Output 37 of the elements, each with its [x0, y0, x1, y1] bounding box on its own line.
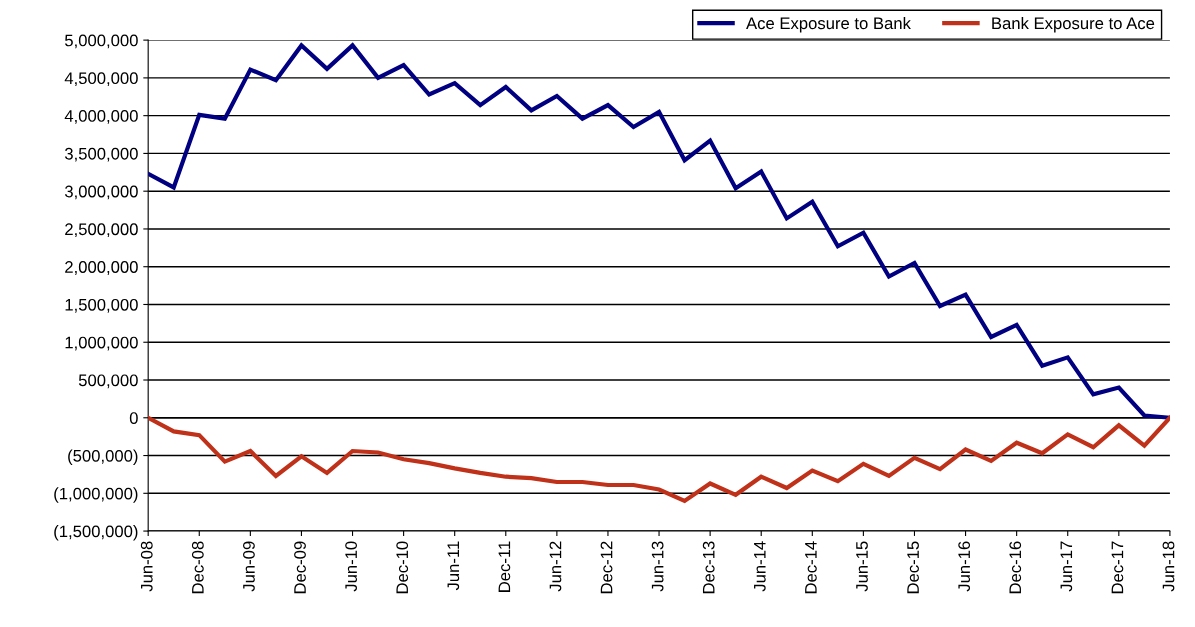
y-tick-label: (1,500,000) [54, 525, 138, 541]
y-tick-label: 4,500,000 [64, 72, 138, 87]
y-tick-label: 1,000,000 [65, 336, 138, 351]
x-tick-label: Jun-08 [140, 541, 153, 592]
y-tick-label: 1,500,000 [65, 298, 138, 313]
y-tick-label: 4,000,000 [64, 110, 138, 124]
x-tick-label: Jun-14 [754, 541, 766, 592]
x-tick-label: Jun-18 [1162, 541, 1175, 592]
x-tick-label: Dec-13 [702, 541, 715, 594]
y-tick-label: 3,000,000 [64, 185, 138, 200]
y-tick-label: (500,000) [68, 449, 138, 466]
x-tick-label: Dec-09 [294, 541, 306, 594]
legend-label: Ace Exposure to Bank [746, 16, 911, 33]
x-tick-label: Jun-11 [447, 541, 460, 591]
x-tick-label: Dec-10 [396, 541, 409, 594]
x-tick-label: Dec-17 [1111, 541, 1124, 594]
y-tick-label: 2,500,000 [65, 223, 138, 238]
y-tick-label: (1,000,000) [54, 487, 138, 503]
x-tick-label: Jun-16 [958, 541, 971, 592]
x-tick-label: Jun-17 [1060, 541, 1073, 592]
x-tick-label: Dec-14 [805, 541, 817, 594]
x-tick-label: Dec-11 [498, 541, 511, 592]
y-tick-label: 0 [129, 412, 138, 424]
x-tick-label: Dec-12 [600, 541, 613, 594]
x-tick-label: Jun-10 [345, 541, 357, 592]
x-tick-label: Dec-08 [191, 541, 204, 594]
y-tick-label: 500,000 [78, 374, 138, 389]
x-tick-label: Jun-09 [243, 541, 255, 592]
x-tick-label: Dec-16 [1009, 541, 1022, 594]
y-tick-label: 5,000,000 [64, 34, 138, 49]
x-tick-label: Dec-15 [907, 541, 919, 594]
x-tick-label: Jun-13 [651, 541, 664, 592]
y-tick-label: 2,000,000 [65, 261, 138, 275]
legend-label: Bank Exposure to Ace [992, 16, 1155, 33]
y-tick-label: 3,500,000 [64, 147, 138, 162]
x-tick-label: Jun-15 [856, 541, 868, 592]
x-tick-label: Jun-12 [549, 541, 562, 592]
